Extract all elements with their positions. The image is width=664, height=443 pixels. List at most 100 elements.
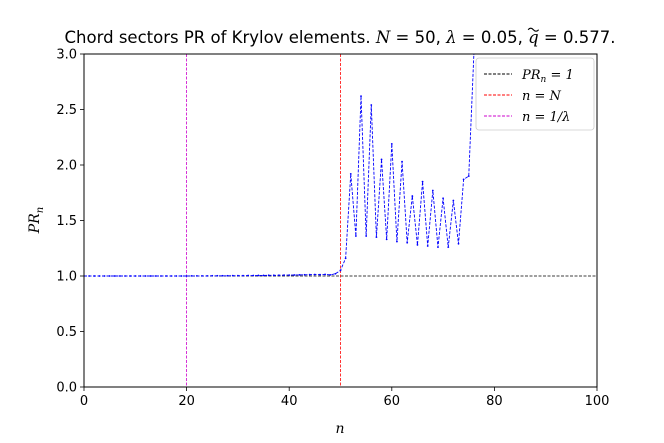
y-axis-label: PRn — [27, 207, 46, 234]
data-point — [93, 275, 96, 277]
data-point — [98, 275, 101, 277]
title-q-tilde-accent — [527, 27, 540, 32]
data-point — [134, 275, 137, 277]
data-point — [406, 241, 409, 244]
data-point — [339, 269, 342, 272]
data-point — [375, 236, 378, 239]
data-point — [349, 172, 352, 175]
y-tick-label: 0.5 — [56, 325, 77, 340]
data-point — [329, 273, 332, 276]
series-line-0 — [84, 54, 475, 277]
data-point — [139, 275, 142, 277]
data-point — [170, 275, 173, 277]
title-n-value: = 50, — [390, 28, 446, 47]
legend-label-main: n = 1/λ — [522, 110, 570, 125]
y-axis-label-main: PR — [27, 213, 43, 234]
data-point — [216, 274, 219, 277]
legend-box — [475, 57, 595, 131]
data-point — [124, 275, 126, 277]
legend-label-0: PRn = 1 — [521, 68, 574, 85]
data-point — [457, 242, 460, 245]
legend-label-main: n = N — [522, 89, 562, 104]
chart-title: Chord sectors PR of Krylov elements. N =… — [65, 28, 616, 47]
x-tick-label: 20 — [178, 394, 195, 409]
data-point — [360, 95, 362, 98]
data-point — [447, 246, 450, 249]
data-point — [267, 274, 270, 277]
data-point — [324, 273, 327, 276]
data-point — [421, 180, 424, 183]
data-point — [165, 275, 167, 277]
data-point — [416, 244, 419, 246]
data-point — [262, 274, 265, 277]
data-point — [288, 274, 291, 277]
data-point — [442, 197, 444, 200]
x-tick-label: 100 — [585, 394, 610, 409]
x-axis-label: n — [335, 421, 344, 437]
data-point — [247, 274, 250, 277]
data-point — [242, 274, 244, 277]
data-point — [344, 257, 347, 260]
x-tick-label: 40 — [281, 394, 298, 409]
data-point — [129, 275, 132, 277]
data-point — [149, 275, 152, 277]
data-point — [144, 275, 147, 277]
data-point — [370, 104, 373, 106]
data-point — [190, 274, 193, 277]
x-tick-label: 80 — [486, 394, 503, 409]
data-point — [113, 275, 116, 277]
data-point — [206, 274, 209, 277]
title-q-label: q — [528, 28, 539, 47]
x-tick-label: 60 — [384, 394, 401, 409]
data-point — [308, 273, 311, 276]
data-point — [303, 273, 306, 276]
data-point — [334, 272, 337, 275]
data-point — [175, 275, 178, 277]
data-point — [365, 235, 368, 237]
legend-label-sub: n — [541, 75, 547, 85]
data-point — [231, 274, 234, 277]
plot-inner — [84, 54, 597, 387]
data-point — [385, 238, 388, 241]
data-point — [396, 240, 398, 243]
data-point — [431, 189, 434, 192]
y-tick-label: 0.0 — [56, 381, 77, 396]
data-point — [467, 175, 470, 178]
data-point — [313, 273, 316, 276]
title-prefix: Chord sectors PR of Krylov elements. — [65, 28, 376, 47]
data-point — [88, 275, 91, 277]
legend-label-2: n = 1/λ — [522, 110, 570, 125]
data-point — [257, 274, 260, 277]
y-axis-label-sub: n — [35, 207, 46, 213]
data-point — [380, 158, 383, 161]
data-point — [354, 235, 357, 237]
data-point — [180, 275, 183, 277]
data-point — [426, 245, 429, 247]
y-tick-label: 1.0 — [56, 270, 77, 285]
data-point — [298, 273, 301, 276]
data-point — [201, 274, 203, 277]
data-point — [185, 275, 188, 277]
data-point — [103, 275, 106, 277]
data-point — [211, 274, 214, 277]
legend: PRn = 1 n = N n = 1/λ — [475, 57, 595, 131]
data-point — [226, 274, 229, 277]
data-point — [293, 274, 296, 276]
data-point — [119, 275, 121, 277]
title-lambda-value: = 0.05, — [457, 28, 529, 47]
data-point — [437, 246, 439, 249]
title-n-label: N — [375, 28, 391, 47]
title-q-value: = 0.577. — [539, 28, 616, 47]
data-point — [108, 275, 111, 277]
data-point — [390, 143, 393, 145]
y-tick-label: 3.0 — [56, 48, 77, 63]
data-point — [462, 178, 465, 181]
title-lambda-label: λ — [445, 28, 456, 47]
data-point — [283, 274, 285, 277]
data-point — [252, 274, 255, 277]
data-point — [278, 274, 280, 277]
data-point — [160, 275, 162, 277]
legend-label-rest: = 1 — [546, 68, 573, 83]
